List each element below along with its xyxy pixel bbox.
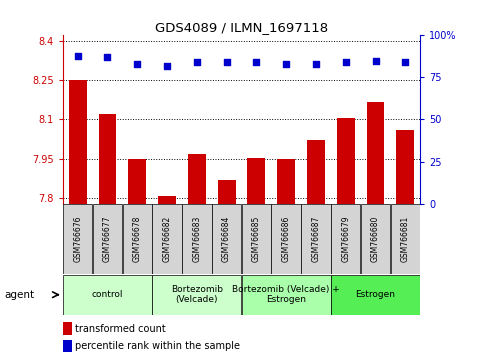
- Text: control: control: [92, 290, 123, 299]
- Point: [401, 59, 409, 65]
- FancyBboxPatch shape: [123, 204, 152, 274]
- Text: Bortezomib
(Velcade): Bortezomib (Velcade): [171, 285, 223, 304]
- Bar: [397, 130, 414, 204]
- Text: agent: agent: [5, 290, 35, 300]
- FancyBboxPatch shape: [301, 204, 331, 274]
- Point: [74, 53, 82, 58]
- FancyBboxPatch shape: [331, 204, 360, 274]
- Text: GSM766687: GSM766687: [312, 216, 320, 262]
- FancyBboxPatch shape: [271, 204, 301, 274]
- FancyBboxPatch shape: [242, 204, 271, 274]
- FancyBboxPatch shape: [182, 204, 212, 274]
- FancyBboxPatch shape: [242, 275, 331, 315]
- Point: [133, 61, 141, 67]
- Bar: [367, 102, 384, 204]
- FancyBboxPatch shape: [361, 204, 390, 274]
- Text: GSM766681: GSM766681: [401, 216, 410, 262]
- Bar: [63, 322, 71, 335]
- Bar: [337, 118, 355, 204]
- FancyBboxPatch shape: [391, 204, 420, 274]
- Bar: [277, 159, 295, 204]
- Text: GSM766682: GSM766682: [163, 216, 171, 262]
- Text: percentile rank within the sample: percentile rank within the sample: [75, 341, 241, 351]
- Bar: [307, 141, 325, 204]
- Text: GSM766677: GSM766677: [103, 216, 112, 262]
- Text: GSM766683: GSM766683: [192, 216, 201, 262]
- Point: [312, 61, 320, 67]
- Bar: [218, 180, 236, 204]
- Text: Bortezomib (Velcade) +
Estrogen: Bortezomib (Velcade) + Estrogen: [232, 285, 340, 304]
- Point: [282, 61, 290, 67]
- Title: GDS4089 / ILMN_1697118: GDS4089 / ILMN_1697118: [155, 21, 328, 34]
- Text: GSM766678: GSM766678: [133, 216, 142, 262]
- Point: [193, 59, 201, 65]
- Bar: [69, 80, 86, 204]
- Bar: [63, 340, 71, 352]
- Point: [223, 59, 230, 65]
- Text: Estrogen: Estrogen: [355, 290, 396, 299]
- Point: [104, 55, 112, 60]
- Text: GSM766686: GSM766686: [282, 216, 291, 262]
- Point: [372, 58, 380, 63]
- FancyBboxPatch shape: [212, 204, 242, 274]
- FancyBboxPatch shape: [63, 204, 92, 274]
- Bar: [247, 158, 265, 204]
- FancyBboxPatch shape: [152, 204, 182, 274]
- Point: [163, 63, 171, 68]
- Bar: [99, 114, 116, 204]
- Bar: [188, 154, 206, 204]
- Text: GSM766684: GSM766684: [222, 216, 231, 262]
- Bar: [128, 159, 146, 204]
- Point: [253, 59, 260, 65]
- Text: GSM766680: GSM766680: [371, 216, 380, 262]
- FancyBboxPatch shape: [331, 275, 420, 315]
- FancyBboxPatch shape: [152, 275, 242, 315]
- Bar: [158, 196, 176, 204]
- FancyBboxPatch shape: [93, 204, 122, 274]
- FancyBboxPatch shape: [63, 275, 152, 315]
- Text: GSM766676: GSM766676: [73, 216, 82, 262]
- Text: GSM766685: GSM766685: [252, 216, 261, 262]
- Text: GSM766679: GSM766679: [341, 216, 350, 262]
- Point: [342, 59, 350, 65]
- Text: transformed count: transformed count: [75, 324, 166, 333]
